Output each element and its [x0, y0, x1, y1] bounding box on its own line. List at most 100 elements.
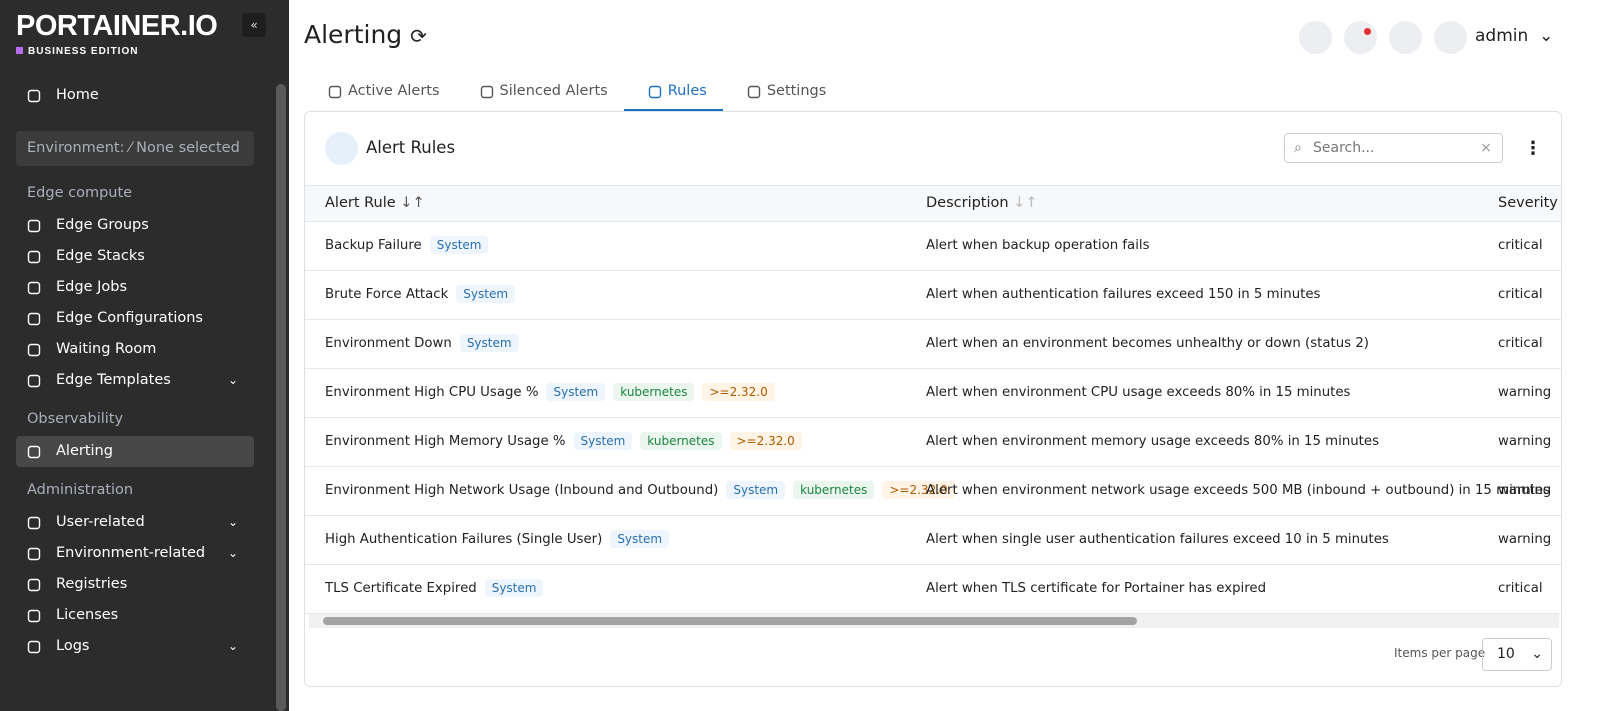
tab[interactable]: Silenced Alerts: [456, 74, 624, 111]
nav-label: Licenses: [56, 607, 119, 623]
sort-icon: ↓↑: [1008, 195, 1038, 211]
rule-name[interactable]: Brute Force Attack: [325, 287, 449, 302]
section-title: Observability: [27, 411, 124, 427]
nav-item[interactable]: Registries: [16, 569, 254, 600]
description: Alert when environment CPU usage exceeds…: [926, 385, 1351, 400]
badge: System: [484, 579, 544, 597]
description: Alert when TLS certificate for Portainer…: [926, 581, 1267, 596]
sidebar: PORTAINER.IO BUSINESS EDITION « Environm…: [0, 0, 289, 711]
badge: System: [546, 383, 606, 401]
nav-label: Waiting Room: [56, 341, 157, 357]
description: Alert when environment memory usage exce…: [926, 434, 1380, 449]
sort-icon: ↓↑: [395, 195, 425, 211]
nav-item[interactable]: Edge Templates ⌄: [16, 365, 254, 396]
items-per-page-select[interactable]: 10 ⌄: [1482, 638, 1552, 671]
feedback-button[interactable]: [1299, 21, 1332, 54]
tab[interactable]: Active Alerts: [304, 74, 456, 111]
badge: kubernetes: [793, 481, 875, 499]
horizontal-scrollbar: [309, 614, 1559, 628]
nav-item[interactable]: Edge Configurations: [16, 303, 254, 334]
chevron: ⌄: [227, 515, 238, 529]
tab[interactable]: Rules: [623, 74, 723, 111]
help-button[interactable]: [1389, 21, 1422, 54]
title: Alerting: [304, 20, 403, 49]
collapse-button[interactable]: «: [242, 13, 266, 37]
user-avatar[interactable]: [1434, 21, 1467, 54]
page-title: Alerting ⟳: [304, 20, 427, 49]
nav-label: Logs: [56, 638, 90, 654]
edition: BUSINESS EDITION: [16, 46, 138, 57]
rules-card: Alert Rules Search... ⌕ × ⋮ Alert Rule ↓↑ D…: [304, 111, 1562, 687]
nav-label: Edge Stacks: [56, 248, 145, 264]
severity: warning: [1498, 483, 1552, 498]
rule-name[interactable]: Backup Failure: [325, 238, 422, 253]
severity: warning: [1498, 385, 1552, 400]
items-per-page: 10: [1497, 646, 1515, 662]
nav-item[interactable]: Edge Groups: [16, 210, 254, 241]
nav-item[interactable]: Edge Jobs: [16, 272, 254, 303]
badge: System: [456, 285, 516, 303]
env-label: Environment:: [27, 140, 125, 156]
user-menu[interactable]: admin ⌄: [1475, 26, 1554, 46]
table-row: High Authentication Failures (Single Use…: [305, 516, 1561, 565]
notifications-button[interactable]: [1344, 21, 1377, 54]
nav-item[interactable]: Logs ⌄: [16, 631, 254, 662]
nav-label: Environment-related: [56, 545, 206, 561]
nav-item[interactable]: User-related ⌄: [16, 507, 254, 538]
severity: critical: [1498, 581, 1543, 596]
environment-selector[interactable]: Environment: ⁄ None selected: [16, 131, 254, 166]
nav-item[interactable]: Licenses: [16, 600, 254, 631]
tabs: Active Alerts Silenced Alerts Rules Setting…: [304, 74, 842, 111]
section-title: Administration: [27, 482, 134, 498]
tab[interactable]: Settings: [723, 74, 842, 111]
nav-label: User-related: [56, 514, 145, 530]
chevron: ⌄: [227, 373, 238, 387]
rule-name[interactable]: TLS Certificate Expired: [325, 581, 477, 596]
chevron: ⌄: [227, 639, 238, 653]
badge: >=2.32.0: [882, 481, 955, 499]
search-box[interactable]: Search... ⌕ ×: [1284, 133, 1503, 163]
rule-cell: Environment Down System: [325, 320, 519, 368]
table-row: Environment High CPU Usage % System kubern…: [305, 369, 1561, 418]
rule-name[interactable]: Environment High Network Usage (Inbound …: [325, 483, 719, 498]
badge: System: [573, 432, 633, 450]
table-row: Brute Force Attack System Alert when authe…: [305, 271, 1561, 320]
badge: System: [726, 481, 786, 499]
more-menu[interactable]: ⋮: [1524, 138, 1542, 159]
nav-item[interactable]: Environment-related ⌄: [16, 538, 254, 569]
badge: System: [429, 236, 489, 254]
rule-name[interactable]: High Authentication Failures (Single Use…: [325, 532, 603, 547]
nav-item[interactable]: Home: [16, 80, 254, 111]
table-row: Environment Down System Alert when an envi…: [305, 320, 1561, 369]
column-header[interactable]: Alert Rule ↓↑: [325, 195, 425, 211]
nav-label: Edge Templates: [56, 372, 171, 388]
table-row: Backup Failure System Alert when backup op…: [305, 222, 1561, 271]
nav-label: Alerting: [56, 443, 113, 459]
table-row: TLS Certificate Expired System Alert when …: [305, 565, 1561, 614]
tab-label: Settings: [766, 83, 827, 99]
badge: >=2.32.0: [702, 383, 775, 401]
rule-cell: High Authentication Failures (Single Use…: [325, 516, 670, 564]
severity: warning: [1498, 434, 1552, 449]
rule-cell: Environment High Network Usage (Inbound …: [325, 467, 955, 515]
rule-name[interactable]: Environment High CPU Usage %: [325, 385, 539, 400]
column-header[interactable]: Description ↓↑: [926, 195, 1038, 211]
scrollbar: [276, 84, 286, 711]
table-row: Environment High Memory Usage % System kub…: [305, 418, 1561, 467]
nav-item[interactable]: Alerting: [16, 436, 254, 467]
nav-item[interactable]: Edge Stacks: [16, 241, 254, 272]
rule-name[interactable]: Environment Down: [325, 336, 452, 351]
env-value: None selected: [136, 140, 240, 156]
column-label: Description: [926, 195, 1009, 211]
nav-label: Home: [56, 87, 99, 103]
column-header[interactable]: Severity ↓↑: [1498, 195, 1561, 211]
nav-item[interactable]: Waiting Room: [16, 334, 254, 365]
tab-label: Rules: [667, 83, 707, 99]
severity: critical: [1498, 238, 1543, 253]
rule-name[interactable]: Environment High Memory Usage %: [325, 434, 566, 449]
section-title: Edge compute: [27, 185, 133, 201]
items-per-page-label: Items per page: [1394, 646, 1486, 660]
badge: System: [459, 334, 519, 352]
rule-cell: Backup Failure System: [325, 222, 489, 270]
